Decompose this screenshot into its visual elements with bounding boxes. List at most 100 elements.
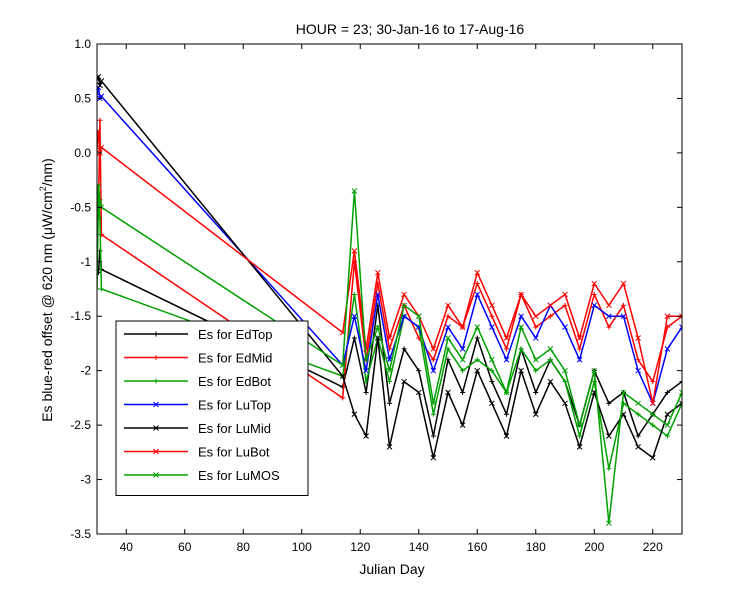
data-point [620, 389, 627, 396]
data-point [374, 269, 381, 276]
data-point [374, 324, 381, 330]
data-point [562, 379, 568, 385]
data-point [576, 444, 583, 450]
data-point [591, 367, 598, 374]
data-point [474, 357, 480, 363]
legend-item: Es for LuBot [124, 445, 270, 460]
data-point [97, 270, 101, 276]
data-point [430, 346, 437, 352]
data-point [445, 313, 451, 319]
data-point [503, 335, 510, 341]
data-point [430, 357, 436, 363]
legend-item: Es for EdBot [124, 374, 271, 389]
data-point [606, 302, 612, 309]
data-point [489, 302, 495, 309]
data-point [664, 313, 671, 320]
data-point [649, 454, 656, 461]
x-tick-label: 80 [237, 540, 251, 554]
x-tick-label: 200 [584, 540, 604, 554]
data-point [621, 302, 626, 308]
data-point [679, 313, 682, 320]
legend-marker [153, 448, 159, 455]
data-point [340, 395, 346, 401]
data-point [97, 215, 103, 221]
y-axis: -3.5 -3 -2.5 -2 -1.5 -1 -0.5 0.0 0.5 1.0 [70, 37, 682, 541]
y-axis-title-mu: μ [39, 227, 55, 235]
data-point [489, 379, 495, 385]
data-point [339, 373, 346, 379]
data-point [606, 433, 612, 439]
data-point [489, 368, 495, 374]
legend-marker [153, 472, 159, 478]
series-group [97, 73, 682, 526]
data-point [401, 378, 407, 385]
data-point [489, 400, 495, 407]
data-point [386, 367, 393, 374]
data-point [664, 346, 671, 352]
data-point [489, 313, 495, 319]
data-point [445, 335, 451, 341]
data-point [562, 324, 568, 330]
data-point [504, 411, 509, 417]
data-point [97, 144, 100, 151]
data-point [576, 356, 583, 363]
data-point [562, 367, 568, 374]
data-point [635, 411, 641, 417]
data-point [387, 379, 392, 385]
data-point [98, 286, 104, 292]
data-point [532, 335, 539, 341]
y-tick-label: -2.5 [70, 418, 91, 432]
data-point [474, 269, 481, 276]
data-point [591, 280, 598, 287]
data-point [474, 281, 480, 287]
data-point [504, 346, 509, 352]
data-point [459, 422, 466, 428]
data-point [474, 367, 481, 374]
data-point [649, 400, 656, 407]
data-point [374, 291, 381, 298]
data-point [351, 313, 358, 320]
data-point [635, 400, 641, 407]
data-point [635, 433, 641, 439]
data-point [459, 356, 466, 363]
y-tick-label: -3.5 [70, 527, 91, 541]
data-point [97, 90, 100, 96]
data-point [363, 433, 369, 439]
x-tick-label: 160 [467, 540, 487, 554]
data-point [532, 313, 539, 320]
data-point [430, 400, 437, 407]
data-point [97, 73, 102, 80]
data-point [97, 232, 100, 238]
data-point [635, 367, 641, 374]
legend-label: Es for EdTop [198, 327, 272, 342]
data-point [430, 367, 437, 374]
x-tick-label: 140 [409, 540, 429, 554]
y-axis-title: Es blue-red offset @ 620 nm (μW/cm2/nm) [38, 158, 55, 422]
data-point [430, 411, 436, 417]
data-point [387, 400, 392, 406]
series-es-for-lumid [97, 73, 682, 461]
data-point [547, 346, 554, 352]
x-axis-title: Julian Day [359, 561, 424, 577]
data-point [97, 182, 102, 189]
data-point [606, 324, 612, 330]
legend-marker [153, 331, 159, 337]
data-point [503, 389, 510, 396]
data-point [401, 346, 407, 352]
data-point [401, 302, 407, 309]
data-point [577, 346, 583, 352]
data-point [650, 379, 656, 385]
legend-marker [153, 401, 159, 408]
data-point [98, 144, 105, 151]
data-point [635, 444, 641, 450]
legend-marker [153, 378, 159, 384]
data-point [591, 302, 598, 309]
data-point [576, 335, 583, 341]
data-point [547, 378, 554, 385]
data-point [415, 389, 422, 396]
legend-label: Es for LuBot [198, 445, 270, 460]
data-point [518, 367, 524, 374]
data-point [430, 433, 436, 439]
data-point [547, 313, 553, 319]
